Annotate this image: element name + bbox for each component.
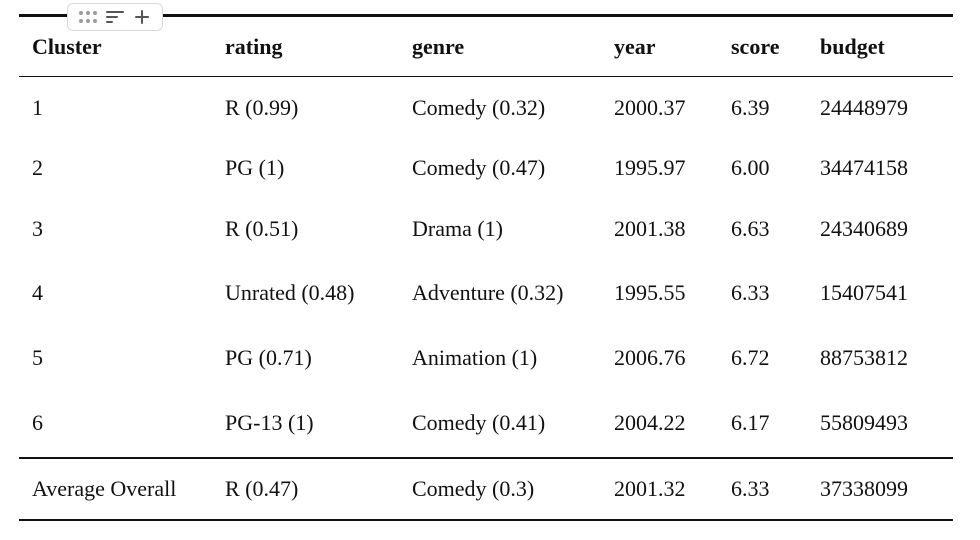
column-header-rating: rating (212, 17, 399, 77)
budget-cell: 34474158 (820, 155, 908, 180)
rating-cell: PG (1) (225, 155, 285, 180)
genre-cell: Animation (1) (412, 344, 538, 370)
column-header-budget: budget (807, 17, 953, 77)
rating-cell: R (0.99) (225, 95, 299, 120)
add-icon[interactable] (131, 6, 153, 28)
table-row: 1 R (0.99) Comedy (0.32) 2000.37 6.39 24… (19, 77, 953, 140)
column-header-score: score (718, 17, 807, 77)
score-cell: 6.72 (731, 344, 770, 370)
table-row: 3 R (0.51) Drama (1) 2001.38 6.63 243406… (19, 197, 953, 260)
budget-cell: 24340689 (820, 215, 908, 241)
table-row: 2 PG (1) Comedy (0.47) 1995.97 6.00 3447… (19, 139, 953, 197)
score-cell: 6.39 (731, 95, 770, 120)
cluster-cell: 4 (32, 280, 43, 305)
table-row: 4 Unrated (0.48) Adventure (0.32) 1995.5… (19, 260, 953, 326)
column-header-genre: genre (399, 17, 601, 77)
cluster-cell: 5 (32, 344, 43, 370)
block-toolbar (67, 3, 163, 31)
year-cell: 2004.22 (614, 410, 686, 435)
genre-cell: Drama (1) (412, 215, 504, 241)
year-cell: 1995.55 (614, 280, 686, 305)
table-top-rule (19, 14, 953, 17)
year-cell: 2006.76 (614, 344, 686, 370)
cluster-summary-table: Cluster rating genre year score budget 1… (19, 17, 953, 521)
summary-year-cell: 2001.32 (601, 457, 718, 521)
budget-cell: 55809493 (820, 410, 908, 435)
rating-cell: Unrated (0.48) (225, 280, 355, 305)
genre-cell: Comedy (0.47) (412, 155, 546, 180)
genre-cell: Comedy (0.32) (412, 95, 546, 120)
budget-cell: 24448979 (820, 95, 908, 120)
year-cell: 2001.38 (614, 215, 686, 241)
table-row: 5 PG (0.71) Animation (1) 2006.76 6.72 8… (19, 326, 953, 389)
column-header-year: year (601, 17, 718, 77)
rating-cell: PG (0.71) (225, 344, 312, 370)
year-cell: 2000.37 (614, 95, 686, 120)
drag-handle-icon[interactable] (77, 6, 99, 28)
score-cell: 6.33 (731, 280, 770, 305)
table-row: 6 PG-13 (1) Comedy (0.41) 2004.22 6.17 5… (19, 389, 953, 458)
year-cell: 1995.97 (614, 155, 686, 180)
cluster-cell: 1 (32, 95, 43, 120)
average-overall-row: Average Overall R (0.47) Comedy (0.3) 20… (19, 457, 953, 521)
summary-genre-cell: Comedy (0.3) (399, 457, 601, 521)
budget-cell: 15407541 (820, 280, 908, 305)
rating-cell: PG-13 (1) (225, 410, 314, 435)
rating-cell: R (0.51) (225, 215, 299, 241)
cluster-cell: 6 (32, 410, 43, 435)
summary-score-cell: 6.33 (718, 457, 807, 521)
genre-cell: Adventure (0.32) (412, 280, 564, 305)
score-cell: 6.17 (731, 410, 770, 435)
score-cell: 6.63 (731, 215, 770, 241)
cluster-cell: 2 (32, 155, 43, 180)
header-row: Cluster rating genre year score budget (19, 17, 953, 77)
budget-cell: 88753812 (820, 344, 908, 370)
sort-lines-icon[interactable] (104, 6, 126, 28)
summary-rating-cell: R (0.47) (212, 457, 399, 521)
cluster-cell: 3 (32, 215, 43, 241)
score-cell: 6.00 (731, 155, 770, 180)
summary-budget-cell: 37338099 (807, 457, 953, 521)
genre-cell: Comedy (0.41) (412, 410, 546, 435)
summary-label-cell: Average Overall (19, 457, 212, 521)
